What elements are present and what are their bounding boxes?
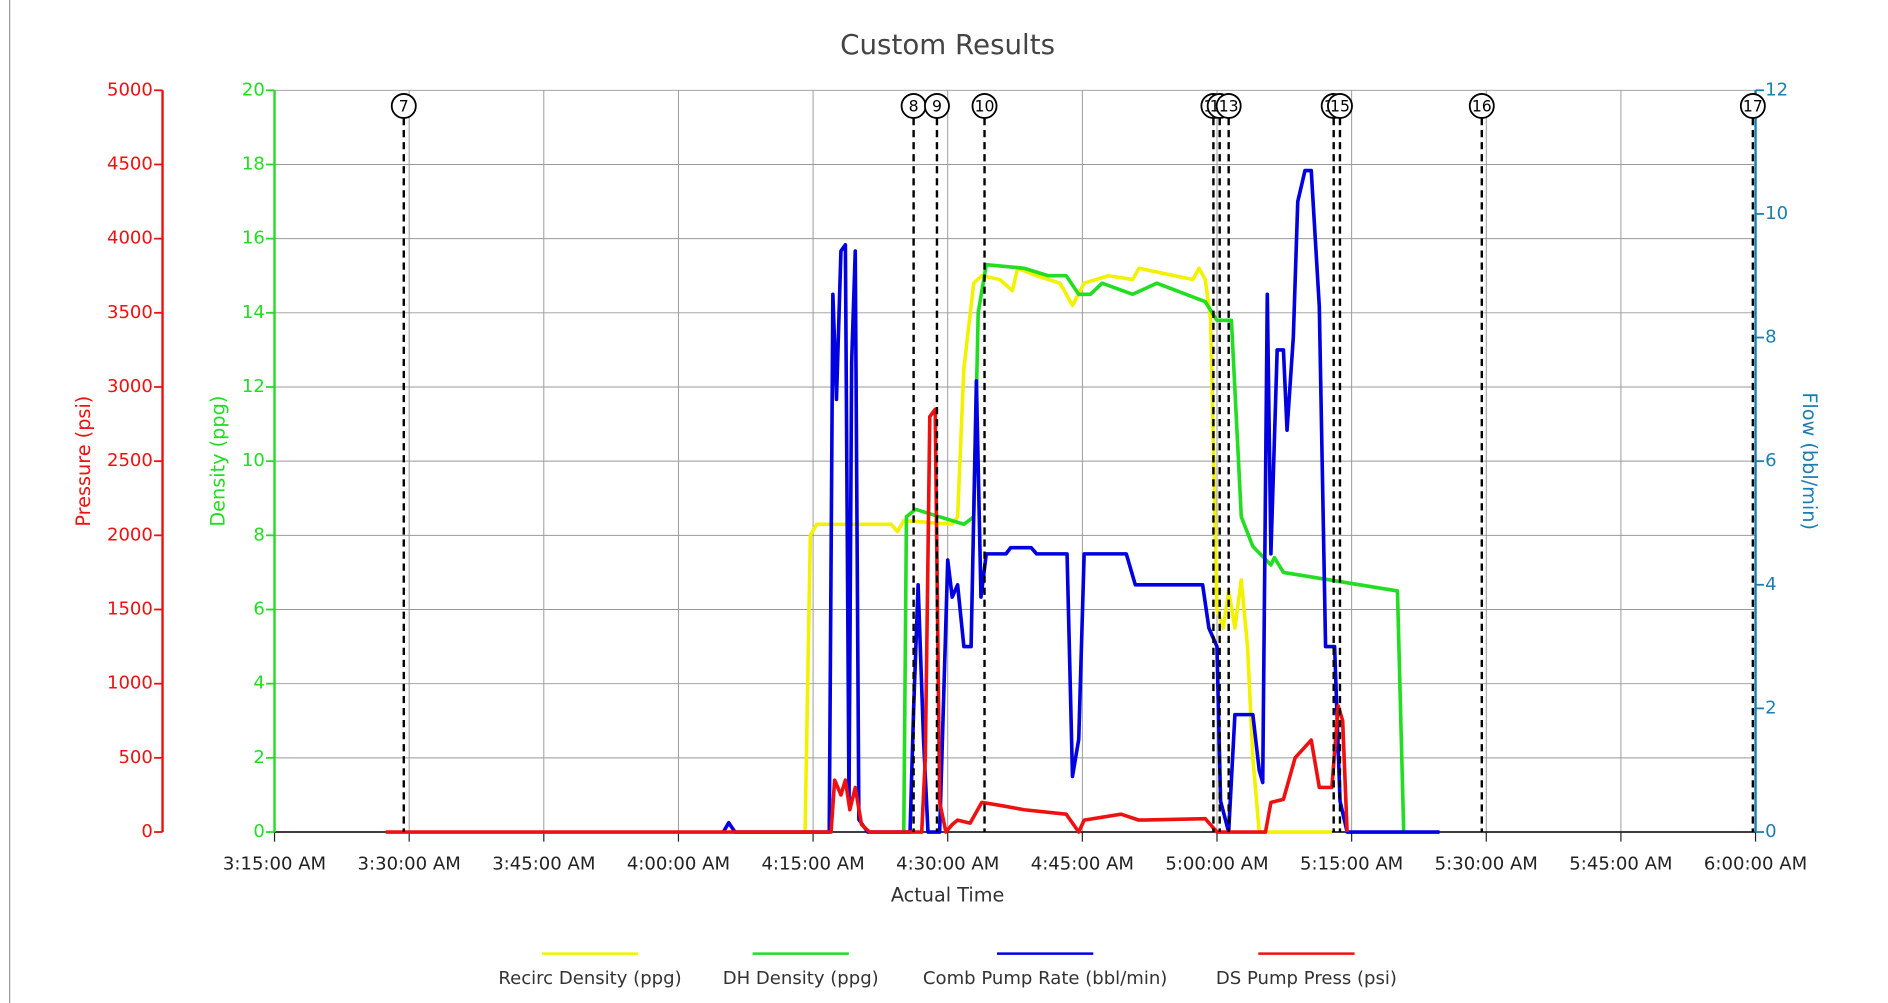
y-tick-label: 6 <box>253 599 264 620</box>
y3-tick-label: 5000 <box>107 79 153 100</box>
event-circle <box>1215 93 1242 119</box>
event-label: 10 <box>975 97 995 116</box>
event-label: 9 <box>932 97 942 116</box>
y3-tick-label: 4500 <box>107 153 153 174</box>
series-line <box>385 407 1349 834</box>
y3-axis-title: Pressure (psi) <box>72 396 95 527</box>
y-tick-label: 14 <box>242 302 265 323</box>
x-tick-label: 3:30:00 AM <box>358 854 461 875</box>
y-tick-label: 16 <box>242 228 265 249</box>
y3-tick-label: 4000 <box>107 228 153 249</box>
y-tick-label: 10 <box>242 450 265 471</box>
event-label: 13 <box>1219 97 1239 116</box>
y2-tick-label: 8 <box>1765 327 1776 348</box>
y3-tick-label: 2500 <box>107 450 153 471</box>
event-label: 16 <box>1472 97 1492 116</box>
chart-title: Custom Results <box>840 28 1055 61</box>
y2-tick-label: 10 <box>1765 203 1788 224</box>
event-circle <box>1739 93 1766 119</box>
event-label: 15 <box>1330 97 1350 116</box>
y3-tick-label: 1500 <box>107 599 153 620</box>
x-tick-label: 4:45:00 AM <box>1031 854 1134 875</box>
series-line <box>721 168 1440 834</box>
event-circle <box>924 93 950 119</box>
y3-tick-label: 3500 <box>107 302 153 323</box>
legend-label: DH Density (ppg) <box>723 968 879 989</box>
y-tick-label: 12 <box>242 376 265 397</box>
y2-tick-label: 6 <box>1765 450 1776 471</box>
x-tick-label: 4:00:00 AM <box>627 854 730 875</box>
y2-tick-label: 12 <box>1765 79 1788 100</box>
event-label: 17 <box>1743 97 1763 116</box>
x-tick-label: 5:00:00 AM <box>1165 854 1268 875</box>
x-tick-label: 3:45:00 AM <box>492 854 595 875</box>
event-label: 7 <box>399 97 409 116</box>
y-tick-label: 0 <box>253 821 264 842</box>
y3-tick-label: 3000 <box>107 376 153 397</box>
series-line <box>901 262 1406 833</box>
x-tick-label: 5:15:00 AM <box>1300 854 1403 875</box>
event-label: 8 <box>909 97 919 116</box>
y-tick-label: 2 <box>253 747 264 768</box>
x-tick-label: 6:00:00 AM <box>1704 854 1807 875</box>
legend-label: DS Pump Press (psi) <box>1216 968 1397 989</box>
y2-tick-label: 0 <box>1765 821 1776 842</box>
y-tick-label: 8 <box>253 524 264 545</box>
y2-tick-label: 4 <box>1765 574 1776 595</box>
y-tick-label: 20 <box>242 79 265 100</box>
y3-tick-label: 1000 <box>107 673 153 694</box>
y3-tick-label: 500 <box>118 747 152 768</box>
event-circle <box>971 93 998 119</box>
x-tick-label: 4:30:00 AM <box>896 854 999 875</box>
y2-tick-label: 2 <box>1765 697 1776 718</box>
event-circle <box>1468 93 1495 119</box>
y-tick-label: 18 <box>242 153 265 174</box>
x-tick-label: 5:45:00 AM <box>1569 854 1672 875</box>
x-tick-label: 4:15:00 AM <box>761 854 864 875</box>
y3-tick-label: 0 <box>141 821 152 842</box>
legend-label: Comb Pump Rate (bbl/min) <box>923 968 1167 989</box>
x-axis-title: Actual Time <box>891 883 1005 906</box>
x-tick-label: 5:30:00 AM <box>1435 854 1538 875</box>
event-circle <box>1327 93 1353 119</box>
y3-tick-label: 2000 <box>107 524 153 545</box>
y-tick-label: 4 <box>253 673 264 694</box>
y-axis-title: Density (ppg) <box>207 396 230 527</box>
x-tick-label: 3:15:00 AM <box>223 854 326 875</box>
legend-label: Recirc Density (ppg) <box>498 968 681 989</box>
series-line <box>803 266 1332 834</box>
event-circle <box>390 93 417 119</box>
y2-axis-title: Flow (bbl/min) <box>1798 392 1821 530</box>
